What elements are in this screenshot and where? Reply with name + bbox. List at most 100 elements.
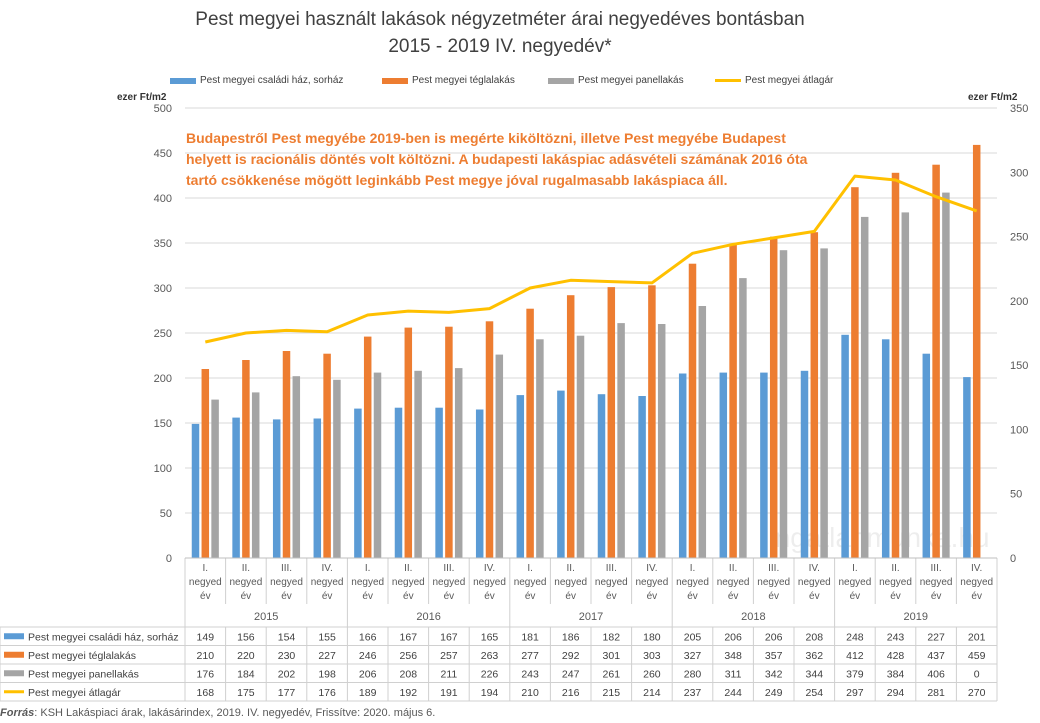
table-cell: 210 [197, 650, 215, 662]
bar [810, 232, 819, 558]
quarter-label: év [768, 591, 779, 602]
table-cell: 357 [765, 650, 783, 662]
bar [597, 394, 606, 558]
table-cell: 192 [400, 687, 418, 699]
right-tick-label: 200 [1010, 296, 1028, 308]
quarter-label: I. [203, 563, 209, 574]
table-cell: 154 [278, 631, 296, 643]
bar [323, 353, 331, 558]
table-cell: 237 [684, 687, 702, 699]
bar [972, 144, 981, 558]
table-cell: 176 [318, 687, 336, 699]
bar [526, 308, 534, 558]
quarter-label: negyed [432, 577, 465, 588]
legend-label-csaladi: Pest megyei családi ház, sorház [200, 75, 344, 86]
bar [313, 418, 322, 558]
legend-item-atlag: Pest megyei átlagár [715, 75, 833, 86]
quarter-label: negyed [514, 577, 547, 588]
quarter-label: negyed [635, 577, 668, 588]
table-cell: 260 [643, 668, 661, 680]
table-cell: 428 [887, 650, 905, 662]
quarter-label: negyed [757, 577, 790, 588]
left-axis-ticks: 0 50 100 150 200 250 300 350 400 450 500 [154, 103, 172, 565]
table-cell: 412 [846, 650, 864, 662]
quarter-label: negyed [676, 577, 709, 588]
bar [272, 419, 281, 558]
table-cell: 362 [806, 650, 824, 662]
table-cell: 166 [359, 631, 377, 643]
bar [282, 351, 291, 558]
table-row-label: Pest megyei családi ház, sorház [28, 631, 179, 643]
bar [698, 306, 707, 558]
table-cell: 216 [562, 687, 580, 699]
source-label: Forrás [0, 707, 35, 719]
quarter-label: év [281, 591, 292, 602]
bar [942, 192, 950, 558]
table-cell: 186 [562, 631, 580, 643]
quarter-label: III. [281, 563, 292, 574]
bar [617, 323, 625, 558]
quarter-label: II. [729, 563, 737, 574]
quarter-label: II. [567, 563, 575, 574]
right-axis-ticks: 0 50 100 150 200 250 300 350 [1010, 103, 1028, 565]
table-cell: 206 [765, 631, 783, 643]
quarter-label: év [931, 591, 942, 602]
right-tick-label: 100 [1010, 424, 1028, 436]
bar [536, 339, 544, 558]
quarter-label: III. [443, 563, 454, 574]
bar [211, 399, 219, 558]
quarter-label: negyed [392, 577, 425, 588]
table-cell: 270 [968, 687, 986, 699]
table-cell: 254 [806, 687, 824, 699]
table-cell: 248 [846, 631, 864, 643]
bar [800, 370, 809, 558]
bar [251, 392, 260, 558]
table-cell: 181 [521, 631, 539, 643]
quarter-label: év [890, 591, 901, 602]
left-tick-label: 450 [154, 148, 172, 160]
quarter-label: negyed [798, 577, 831, 588]
legend-swatch-atlag [715, 79, 741, 82]
chart-title: Pest megyei használt lakások négyzetméte… [0, 6, 1000, 60]
table-cell: 149 [197, 631, 215, 643]
legend-label-tegla: Pest megyei téglalakás [412, 75, 515, 86]
right-tick-label: 350 [1010, 103, 1028, 115]
bar [922, 353, 931, 558]
quarter-label: II. [891, 563, 899, 574]
table-cell: 202 [278, 668, 296, 680]
table-cell: 277 [521, 650, 539, 662]
bar [404, 327, 413, 558]
table-cell: 230 [278, 650, 296, 662]
legend-item-tegla: Pest megyei téglalakás [382, 75, 515, 86]
table-cell: 243 [887, 631, 905, 643]
left-tick-label: 100 [154, 463, 172, 475]
bar [607, 287, 616, 558]
bar [891, 172, 900, 559]
quarter-label: év [525, 591, 536, 602]
bar [820, 248, 828, 558]
bar [414, 370, 422, 558]
source-text: : KSH Lakáspiaci árak, lakásárindex, 201… [34, 707, 436, 719]
bar [566, 295, 575, 558]
quarter-label: év [850, 591, 861, 602]
table-cell: 206 [724, 631, 742, 643]
table-cell: 167 [440, 631, 458, 643]
quarter-label: III. [606, 563, 617, 574]
table-legend-key [4, 690, 24, 694]
right-tick-label: 300 [1010, 167, 1028, 179]
quarter-label: év [606, 591, 617, 602]
quarter-label: IV. [484, 563, 495, 574]
bar [354, 408, 362, 558]
legend-label-panel: Pest megyei panellakás [578, 75, 684, 86]
bars [191, 144, 981, 559]
table-cell: 263 [481, 650, 499, 662]
bar [657, 324, 666, 558]
table-cell: 384 [887, 668, 905, 680]
bar [333, 379, 341, 558]
table-cell: 165 [481, 631, 499, 643]
quarter-label: negyed [838, 577, 871, 588]
quarter-label: negyed [229, 577, 262, 588]
table-cell: 257 [440, 650, 458, 662]
table-cell: 214 [643, 687, 661, 699]
quarter-label: év [565, 591, 576, 602]
